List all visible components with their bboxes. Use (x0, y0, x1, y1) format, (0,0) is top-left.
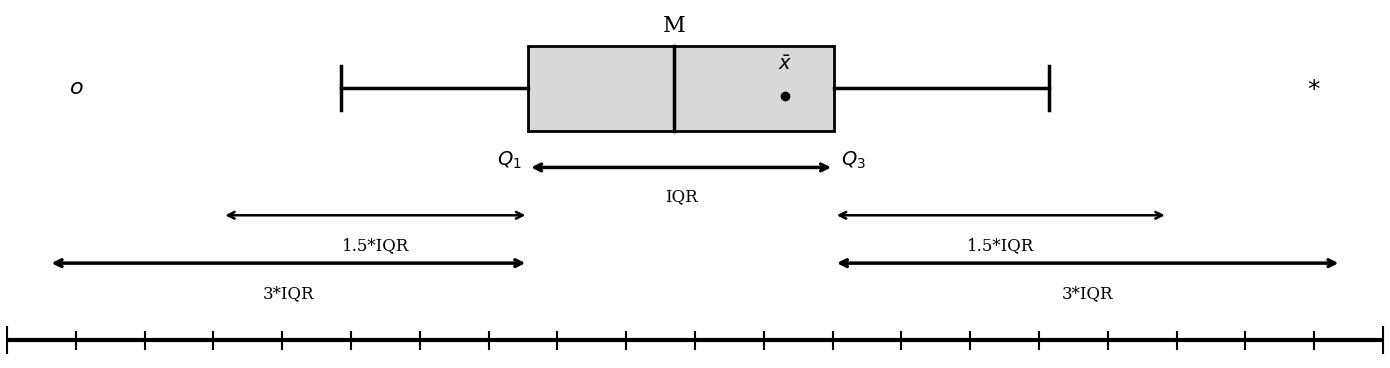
Text: IQR: IQR (664, 188, 698, 205)
Text: 1.5*IQR: 1.5*IQR (342, 237, 409, 254)
Text: $*$: $*$ (1307, 77, 1320, 100)
Text: 1.5*IQR: 1.5*IQR (967, 237, 1034, 254)
Text: 3*IQR: 3*IQR (263, 285, 314, 302)
Text: $o$: $o$ (70, 77, 83, 99)
Text: $Q_1$: $Q_1$ (496, 149, 521, 171)
Text: 3*IQR: 3*IQR (1062, 285, 1113, 302)
Bar (528, 46, 834, 131)
Text: $\bar{x}$: $\bar{x}$ (778, 55, 792, 74)
Text: M: M (663, 15, 685, 37)
Text: $Q_3$: $Q_3$ (841, 149, 866, 171)
